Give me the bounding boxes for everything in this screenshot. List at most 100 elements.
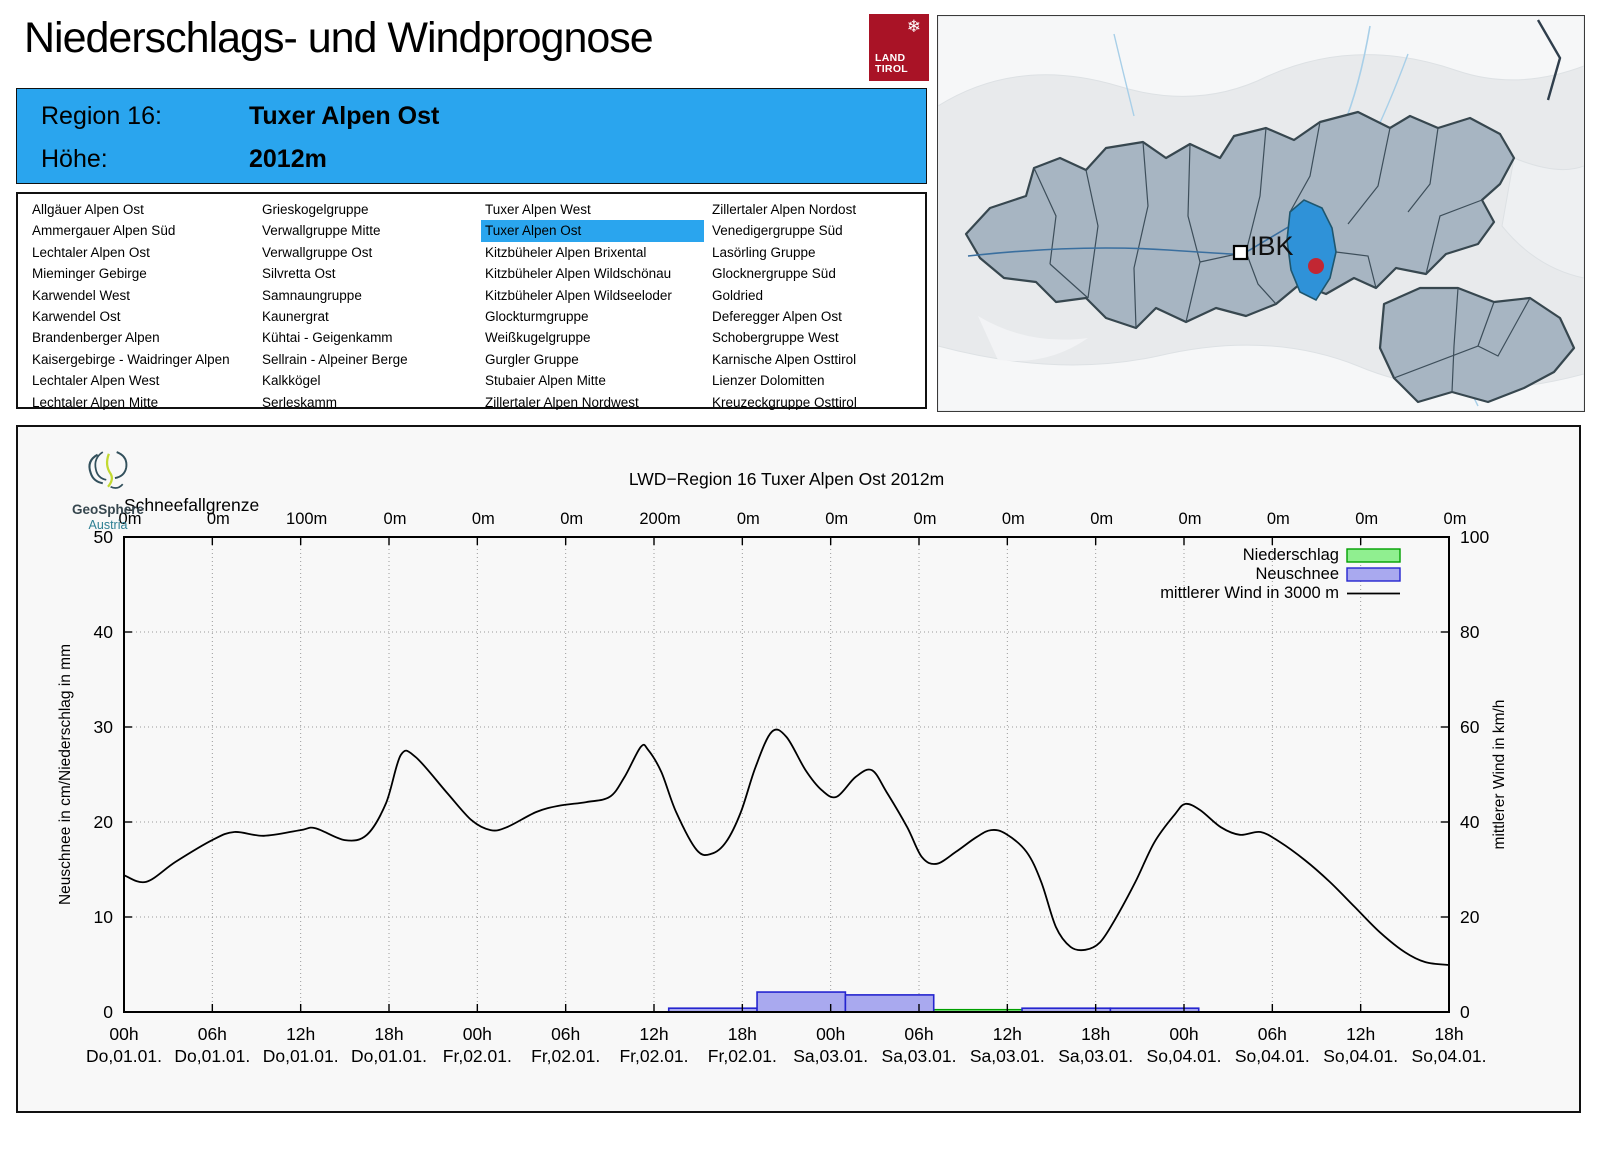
x-tick-time-label: 00h [463, 1024, 492, 1044]
region-list-item[interactable]: Kalkkögel [262, 373, 321, 389]
region-list-item[interactable]: Kaunergrat [262, 308, 329, 324]
river [1113, 33, 1135, 117]
region-list-item[interactable]: Allgäuer Alpen Ost [32, 202, 144, 217]
region-list-item[interactable]: Karwendel West [32, 287, 131, 303]
geosphere-icon [88, 451, 128, 489]
y-left-label: 50 [94, 527, 114, 547]
region-list-item[interactable]: Goldried [712, 287, 764, 303]
snowline-value-label: 0m [737, 510, 760, 528]
ibk-label: IBK [1250, 231, 1294, 261]
x-tick-time-label: 12h [639, 1024, 668, 1044]
region-list-item[interactable]: Karwendel Ost [32, 308, 121, 324]
region-list-item[interactable]: Verwallgruppe Mitte [262, 223, 381, 239]
chart-title: LWD−Region 16 Tuxer Alpen Ost 2012m [629, 469, 944, 489]
snowline-value-label: 0m [1267, 510, 1290, 528]
region-column: Grieskogelgruppe Verwallgruppe Mitte Verwa… [258, 199, 476, 413]
altitude-label: Höhe: [41, 145, 108, 173]
y-left-label: 30 [94, 717, 114, 737]
forecast-chart: 00hDo,01.01.0m06hDo,01.01.0m12hDo,01.01.… [57, 469, 1508, 1066]
region-list-item[interactable]: Zillertaler Alpen Nordwest [485, 394, 639, 410]
region-list-item[interactable]: Zillertaler Alpen Nordost [712, 202, 857, 217]
right-axis-title: mittlerer Wind in km/h [1491, 700, 1508, 850]
region-list-item[interactable]: Tuxer Alpen Ost [481, 220, 704, 242]
snowline-value-label: 0m [1355, 510, 1378, 528]
region-list-item[interactable]: Tuxer Alpen West [485, 202, 591, 217]
region-list-item[interactable]: Karnische Alpen Osttirol [712, 351, 857, 367]
region-list-item[interactable]: Weißkugelgruppe [485, 330, 591, 346]
region-list-item[interactable]: Gurgler Gruppe [485, 351, 579, 367]
geosphere-logo: GeoSphere Austria [48, 447, 168, 532]
x-tick-time-label: 18h [374, 1024, 403, 1044]
region-list-item[interactable]: Lechtaler Alpen West [32, 373, 160, 389]
y-right-label: 20 [1460, 907, 1480, 927]
tirol-map[interactable]: IBK [937, 15, 1585, 412]
map-highlighted-region[interactable] [1286, 199, 1337, 302]
x-tick-time-label: 00h [816, 1024, 845, 1044]
y-right-label: 40 [1460, 812, 1480, 832]
page-title: Niederschlags- und Windprognose [24, 14, 654, 62]
x-tick-time-label: 12h [286, 1024, 315, 1044]
region-list-item[interactable]: Deferegger Alpen Ost [712, 308, 842, 324]
region-list-item[interactable]: Verwallgruppe Ost [262, 244, 373, 260]
neuschnee-bar [844, 994, 935, 1013]
left-axis-title: Neuschnee in cm/Niederschlag in mm [57, 644, 74, 905]
region-list-item[interactable]: Kreuzeckgruppe Osttirol [712, 394, 857, 410]
map-east-tirol [1378, 286, 1576, 404]
x-tick-time-label: 12h [993, 1024, 1022, 1044]
legend-label: Neuschnee [1256, 565, 1339, 583]
region-list-item[interactable]: Glocknergruppe Süd [712, 266, 836, 282]
region-list-item[interactable]: Grieskogelgruppe [262, 202, 369, 217]
snowline-value-label: 0m [914, 510, 937, 528]
x-tick-date-label: Do,01.01. [263, 1046, 339, 1066]
x-tick-date-label: Sa,03.01. [1058, 1046, 1133, 1066]
logo-line2: TIROL [875, 63, 908, 76]
y-left-label: 40 [94, 622, 114, 642]
region-list-item[interactable]: Venedigergruppe Süd [712, 223, 843, 239]
region-list-item[interactable]: Brandenberger Alpen [32, 330, 160, 346]
snowline-value-label: 0m [1090, 510, 1113, 528]
forecast-chart-panel: 00h Do,01.01. 0m 06h Do,01.01. 0m 12h Do,01.01.… [16, 425, 1581, 1113]
altitude-value: 2012m [249, 145, 327, 173]
region-list-item[interactable]: Stubaier Alpen Mitte [485, 373, 606, 389]
x-tick-time-label: 18h [1081, 1024, 1110, 1044]
terrain-north [937, 15, 1585, 107]
region-list-item[interactable]: Kitzbüheler Alpen Wildschönau [485, 266, 672, 282]
region-list-item[interactable]: Ammergauer Alpen Süd [32, 223, 176, 239]
map-internal-borders [1033, 121, 1531, 393]
region-list: Allgäuer Alpen Ost Ammergauer Alpen Süd Le… [16, 192, 927, 410]
region-list-item[interactable]: Samnaungruppe [262, 287, 362, 303]
region-list-item[interactable]: Kühtai - Geigenkamm [262, 330, 393, 346]
y-left-label: 0 [103, 1002, 113, 1022]
y-left-label: 20 [94, 812, 114, 832]
map-north-tirol [964, 110, 1516, 330]
region-list-item[interactable]: Lechtaler Alpen Ost [32, 244, 150, 260]
region-list-item[interactable]: Schobergruppe West [712, 330, 839, 346]
x-tick-time-label: 12h [1346, 1024, 1375, 1044]
geosphere-name: GeoSphere [71, 502, 145, 518]
y-right-label: 80 [1460, 622, 1480, 642]
region-list-item[interactable]: Sellrain - Alpeiner Berge [262, 351, 408, 367]
x-tick-date-label: So,04.01. [1412, 1046, 1487, 1066]
state-border [1536, 19, 1562, 101]
legend-label: Niederschlag [1243, 546, 1339, 564]
x-tick-date-label: So,04.01. [1323, 1046, 1398, 1066]
region-info-box: Region 16: Tuxer Alpen Ost Höhe: 2012m [16, 88, 927, 184]
snowline-value-label: 0m [119, 510, 142, 528]
region-list-item[interactable]: Lasörling Gruppe [712, 244, 816, 260]
x-tick-date-label: Sa,03.01. [793, 1046, 868, 1066]
region-list-item[interactable]: Lechtaler Alpen Mitte [32, 394, 159, 410]
snowline-value-label: 0m [207, 510, 230, 528]
x-tick-date-label: Sa,03.01. [882, 1046, 957, 1066]
x-tick-date-label: Fr,02.01. [443, 1046, 512, 1066]
region-list-item[interactable]: Kaisergebirge - Waidringer Alpen [32, 351, 230, 367]
region-list-item[interactable]: Glockturmgruppe [485, 308, 589, 324]
region-list-item[interactable]: Kitzbüheler Alpen Wildseeloder [485, 287, 672, 303]
region-list-item[interactable]: Serleskamm [262, 394, 338, 410]
snowflake-icon: ❄ [906, 17, 921, 36]
region-list-item[interactable]: Kitzbüheler Alpen Brixental [485, 244, 647, 260]
y-right-label: 0 [1460, 1002, 1470, 1022]
region-list-item[interactable]: Mieminger Gebirge [32, 266, 147, 282]
region-list-item[interactable]: Lienzer Dolomitten [712, 373, 825, 389]
wind-line [123, 728, 1450, 966]
region-list-item[interactable]: Silvretta Ost [262, 266, 336, 282]
